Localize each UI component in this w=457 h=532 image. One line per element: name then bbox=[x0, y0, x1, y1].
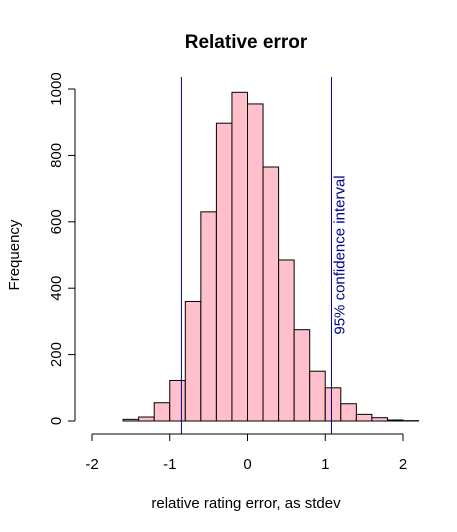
histogram-bar bbox=[324, 387, 342, 422]
y-axis-label: Frequency bbox=[6, 219, 23, 290]
histogram-bar bbox=[215, 122, 233, 422]
y-tick-label: 800 bbox=[48, 143, 65, 168]
y-axis: 0 200 400 600 800 1000 bbox=[48, 72, 76, 425]
y-tick-label: 400 bbox=[48, 276, 65, 301]
histogram-bar bbox=[153, 402, 171, 422]
histogram-bar bbox=[200, 211, 217, 422]
histogram-bar bbox=[309, 370, 326, 422]
y-tick-label: 200 bbox=[48, 342, 65, 367]
histogram-bar bbox=[169, 380, 186, 422]
histogram-bar bbox=[293, 329, 311, 422]
y-tick-label: 600 bbox=[48, 209, 65, 234]
y-tick-label: 1000 bbox=[48, 72, 65, 105]
x-axis-label: relative rating error, as stdev bbox=[151, 495, 341, 512]
chart-title: Relative error bbox=[185, 32, 308, 53]
x-tick-label: 1 bbox=[321, 456, 329, 473]
histogram-bar bbox=[231, 91, 248, 422]
histogram-bar bbox=[340, 403, 357, 422]
histogram-bar bbox=[138, 416, 155, 422]
confidence-interval-annotation: 95% confidence interval bbox=[332, 175, 349, 334]
x-tick-label: -2 bbox=[85, 456, 98, 473]
bars-layer bbox=[122, 91, 420, 422]
reference-lines-layer bbox=[180, 77, 332, 434]
x-tick-label: 0 bbox=[243, 456, 251, 473]
x-axis: -2 -1 0 1 2 bbox=[85, 433, 407, 473]
histogram-bar bbox=[355, 413, 373, 422]
histogram-bar bbox=[122, 418, 140, 422]
histogram-bar bbox=[371, 417, 388, 422]
histogram-bar bbox=[247, 103, 264, 422]
y-tick-label: 0 bbox=[48, 417, 65, 425]
x-tick-label: -1 bbox=[163, 456, 176, 473]
histogram-bar bbox=[386, 419, 404, 422]
histogram-bar bbox=[184, 300, 202, 422]
histogram-bar bbox=[278, 259, 295, 422]
histogram-bar bbox=[262, 166, 280, 422]
x-tick-label: 2 bbox=[399, 456, 407, 473]
